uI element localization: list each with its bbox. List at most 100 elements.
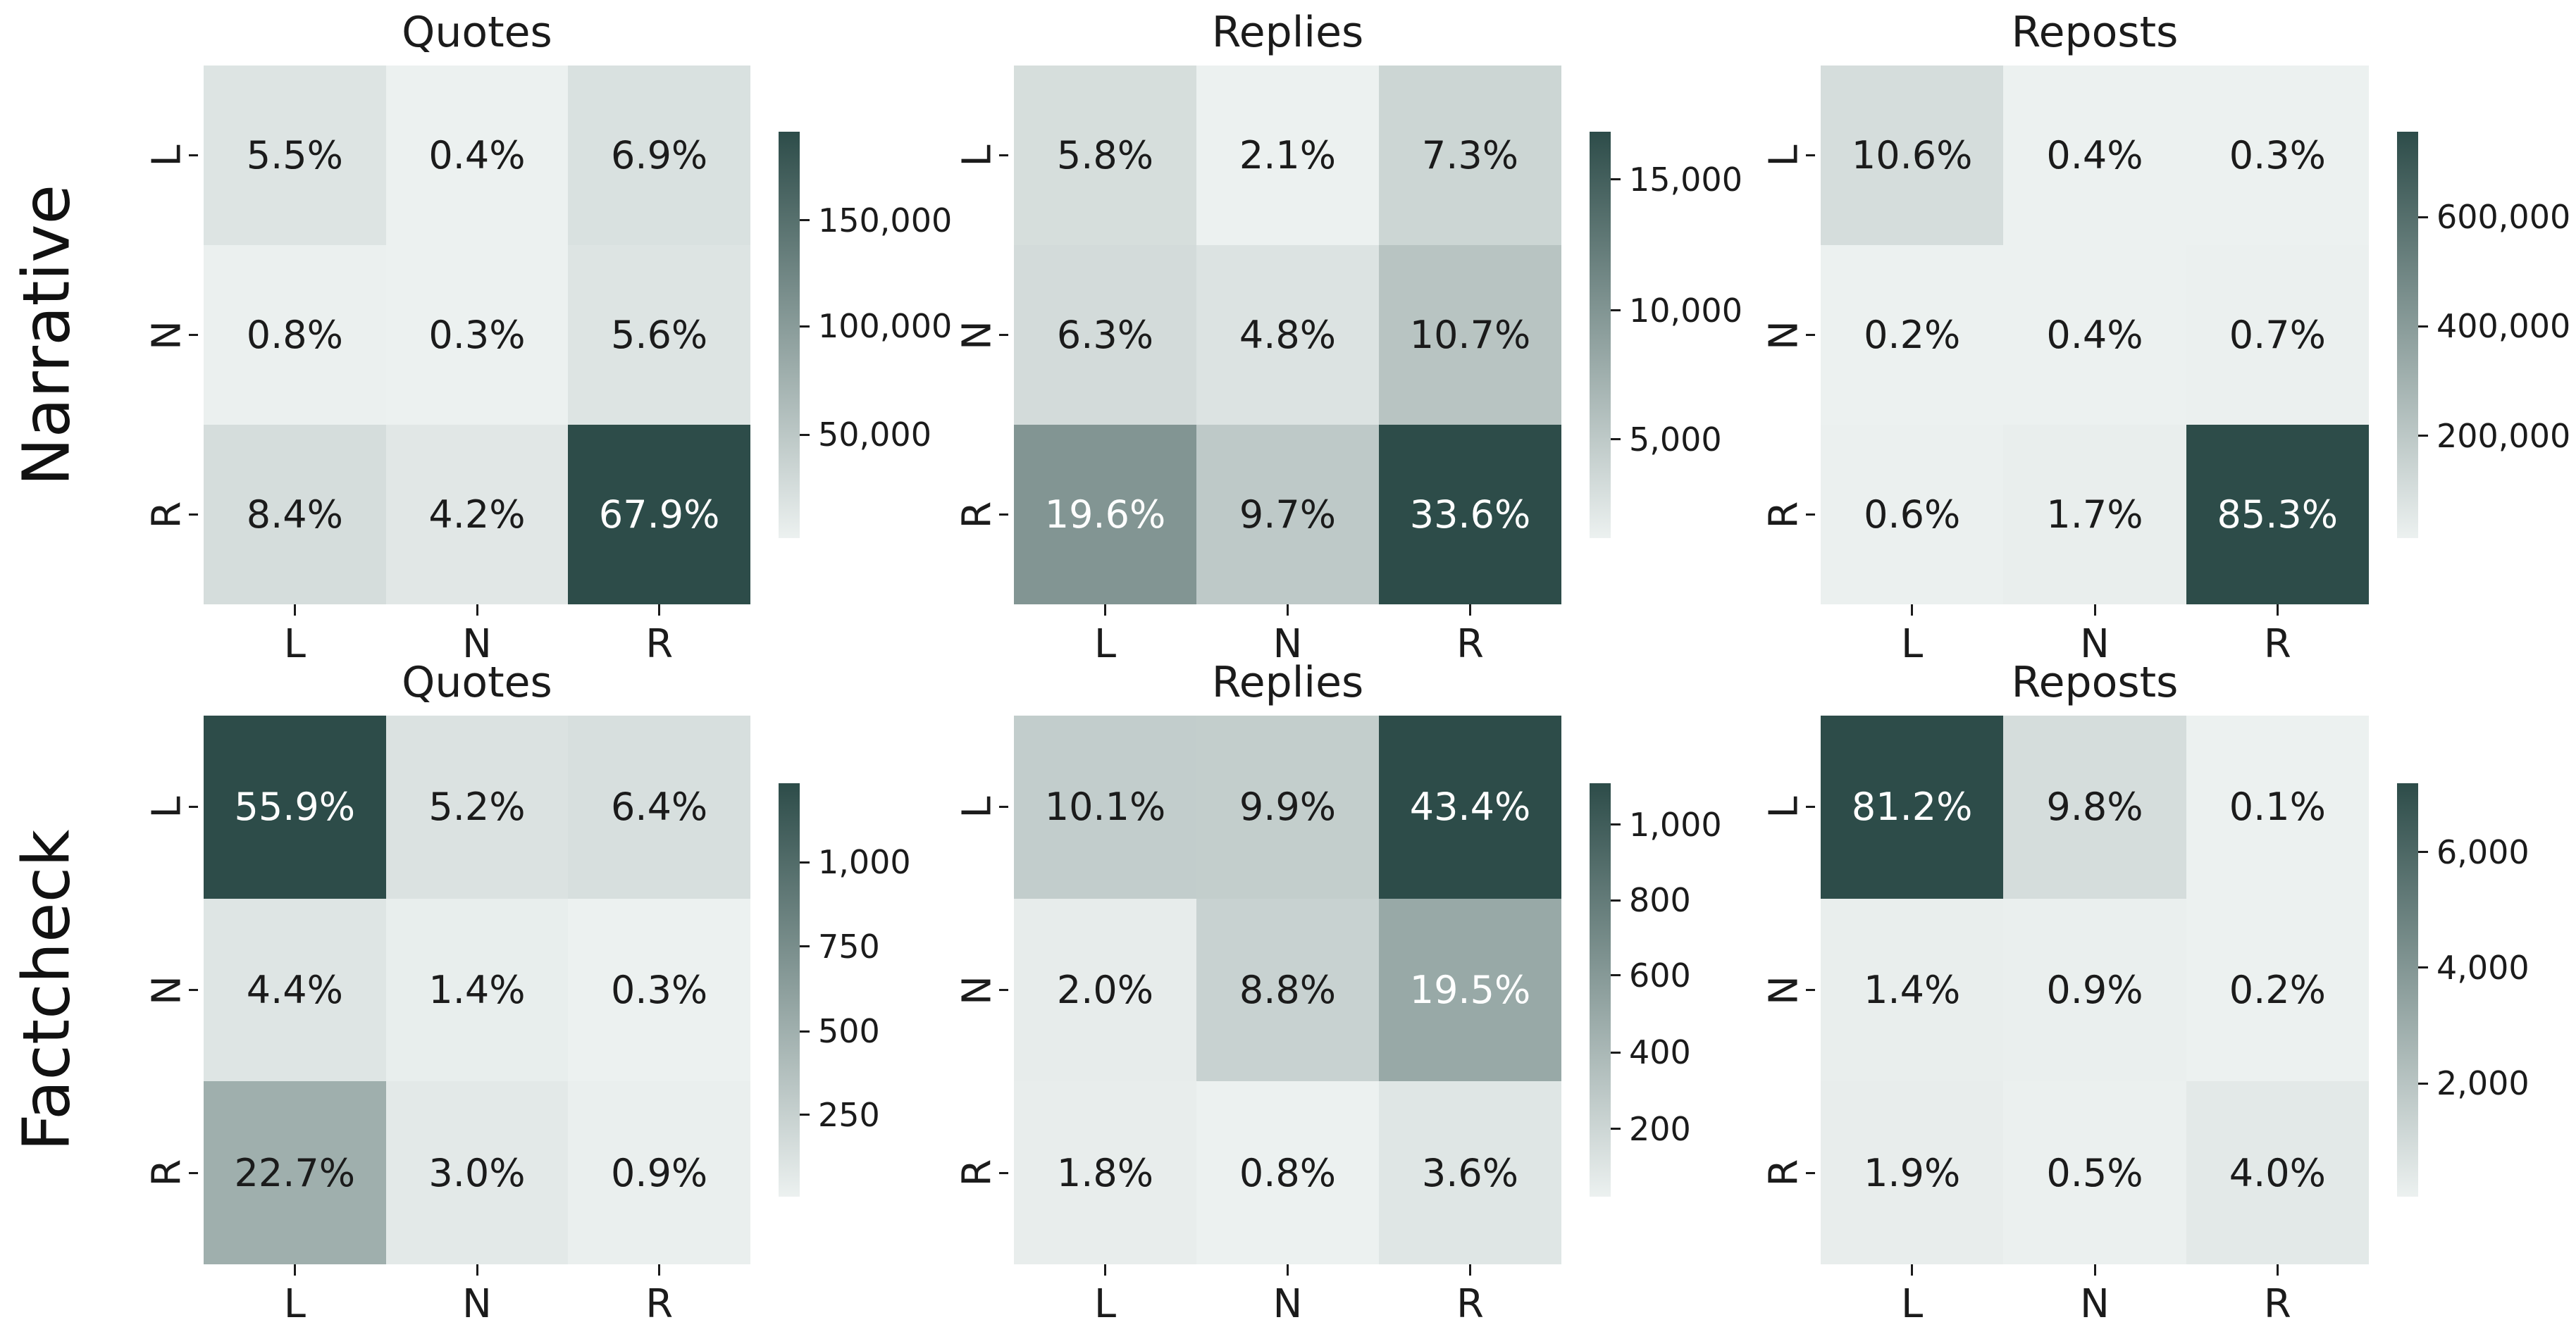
y-tick-mark (1806, 154, 1815, 156)
cell-value-label: 3.0% (428, 1150, 526, 1195)
y-tick-mark (1806, 989, 1815, 991)
cell-value-label: 8.8% (1239, 967, 1337, 1012)
x-tick-mark (1911, 604, 1914, 616)
y-tick-label: R (1761, 501, 1807, 528)
panel-title: Quotes (402, 658, 552, 707)
colorbar-tick-label: 2,000 (2436, 1064, 2529, 1103)
cell-value-label: 43.4% (1409, 785, 1531, 830)
colorbar-tick-label: 100,000 (818, 307, 953, 346)
y-tick-mark (189, 334, 198, 336)
colorbar-tick-label: 800 (1629, 881, 1691, 920)
colorbar-tick-mark (2418, 216, 2428, 218)
colorbar-tick-label: 500 (818, 1012, 880, 1051)
colorbar-tick-mark (1611, 178, 1621, 181)
cell-value-label: 0.8% (246, 313, 343, 357)
x-tick-mark (1287, 1264, 1289, 1276)
colorbar-tick-label: 4,000 (2436, 948, 2529, 987)
y-tick-mark (189, 513, 198, 516)
y-tick-label: N (954, 320, 1001, 350)
heatmap-cells: 10.1% 9.9% 43.4% 2.0% 8.8% 19.5% 1.8% 0.8% 3.6% (1014, 716, 1561, 1264)
x-tick-label: R (645, 1281, 674, 1327)
heatmap-cell: 0.2% (2186, 898, 2369, 1082)
x-tick-label: N (1272, 621, 1303, 667)
cell-value-label: 4.4% (246, 967, 343, 1012)
heatmap-cell: 8.8% (1196, 898, 1379, 1082)
x-tick-mark (2276, 604, 2279, 616)
colorbar-tick-label: 1,000 (1629, 805, 1722, 844)
x-tick-mark (2093, 604, 2096, 616)
x-tick-mark (1287, 604, 1289, 616)
cell-value-label: 0.7% (2229, 313, 2326, 357)
heatmap-cell: 19.6% (1014, 425, 1196, 604)
cell-value-label: 0.1% (2229, 785, 2326, 830)
cell-value-label: 0.3% (2229, 133, 2326, 177)
cell-value-label: 2.1% (1239, 133, 1337, 177)
cell-value-label: 9.9% (1239, 785, 1337, 830)
cell-value-label: 22.7% (234, 1150, 356, 1195)
colorbar-tick-mark (2418, 851, 2428, 854)
y-tick-label: L (144, 796, 190, 818)
heatmap-panel-factcheck-reposts: Reposts 81.2% 9.8% 0.1% 1.4% 0.9% 0.2% 1.9% 0.5%… (1761, 659, 2529, 1327)
y-tick-mark (999, 513, 1008, 516)
heatmap-cell: 9.8% (2003, 716, 2186, 899)
colorbar (2397, 783, 2418, 1197)
x-tick-label: R (1456, 1281, 1484, 1327)
y-tick-label: N (954, 975, 1001, 1005)
heatmap-cell: 1.4% (1821, 898, 2004, 1082)
colorbar-tick-label: 400 (1629, 1033, 1691, 1072)
y-tick-mark (1806, 513, 1815, 516)
cell-value-label: 0.4% (2046, 313, 2143, 357)
cell-value-label: 6.3% (1056, 313, 1154, 357)
cell-value-label: 9.7% (1239, 492, 1337, 537)
heatmap-panel-narrative-reposts: Reposts 10.6% 0.4% 0.3% 0.2% 0.4% 0.7% 0.6% 1.7%… (1761, 9, 2571, 667)
cell-value-label: 1.7% (2046, 492, 2143, 537)
colorbar-tick-mark (800, 325, 810, 328)
cell-value-label: 0.9% (2046, 967, 2143, 1012)
colorbar (1590, 132, 1611, 538)
heatmap-cell: 22.7% (204, 1081, 386, 1264)
heatmap-cell: 0.3% (568, 898, 750, 1082)
cell-value-label: 1.8% (1056, 1150, 1154, 1195)
y-tick-label: R (954, 1159, 1001, 1187)
colorbar-tick-mark (1611, 309, 1621, 312)
heatmap-cells: 5.8% 2.1% 7.3% 6.3% 4.8% 10.7% 19.6% 9.7% 33.6% (1014, 66, 1561, 604)
x-tick-label: R (1456, 621, 1484, 667)
x-tick-label: R (2263, 621, 2291, 667)
colorbar-tick-mark (800, 1030, 810, 1033)
x-tick-label: N (2080, 1281, 2110, 1327)
heatmap-cell: 43.4% (1379, 716, 1561, 899)
y-tick-mark (189, 806, 198, 809)
colorbar-tick-mark (2418, 325, 2428, 328)
cell-value-label: 5.2% (428, 785, 526, 830)
cell-value-label: 19.6% (1044, 492, 1166, 537)
heatmap-cell: 2.0% (1014, 898, 1196, 1082)
cell-value-label: 67.9% (598, 492, 720, 537)
x-tick-label: L (283, 621, 306, 667)
heatmap-cell: 0.1% (2186, 716, 2369, 899)
heatmap-panel-factcheck-quotes: Quotes 55.9% 5.2% 6.4% 4.4% 1.4% 0.3% 22.7% 3.0%… (144, 659, 911, 1327)
x-tick-mark (658, 604, 661, 616)
panel-title: Replies (1211, 8, 1364, 57)
cell-value-label: 6.4% (611, 785, 708, 830)
colorbar-tick-label: 600,000 (2436, 198, 2571, 237)
heatmap-cell: 8.4% (204, 425, 386, 604)
heatmap-cell: 0.4% (2003, 245, 2186, 425)
colorbar-tick-label: 1,000 (818, 843, 911, 881)
cell-value-label: 1.4% (428, 967, 526, 1012)
heatmap-cells: 5.5% 0.4% 6.9% 0.8% 0.3% 5.6% 8.4% 4.2% 67.9% (204, 66, 750, 604)
y-tick-label: N (1761, 320, 1807, 350)
colorbar (2397, 132, 2418, 538)
cell-value-label: 2.0% (1056, 967, 1154, 1012)
heatmap-cell: 0.7% (2186, 245, 2369, 425)
heatmap-cell: 10.1% (1014, 716, 1196, 899)
y-tick-label: L (144, 144, 190, 167)
y-tick-label: L (1761, 796, 1807, 818)
colorbar-tick-label: 750 (818, 927, 880, 966)
colorbar-tick-label: 50,000 (818, 416, 931, 454)
colorbar (779, 132, 800, 538)
panel-title: Reposts (2011, 658, 2179, 707)
colorbar-tick-mark (1611, 974, 1621, 977)
y-tick-mark (189, 1171, 198, 1174)
heatmap-cell: 3.0% (385, 1081, 569, 1264)
y-tick-label: N (1761, 975, 1807, 1005)
